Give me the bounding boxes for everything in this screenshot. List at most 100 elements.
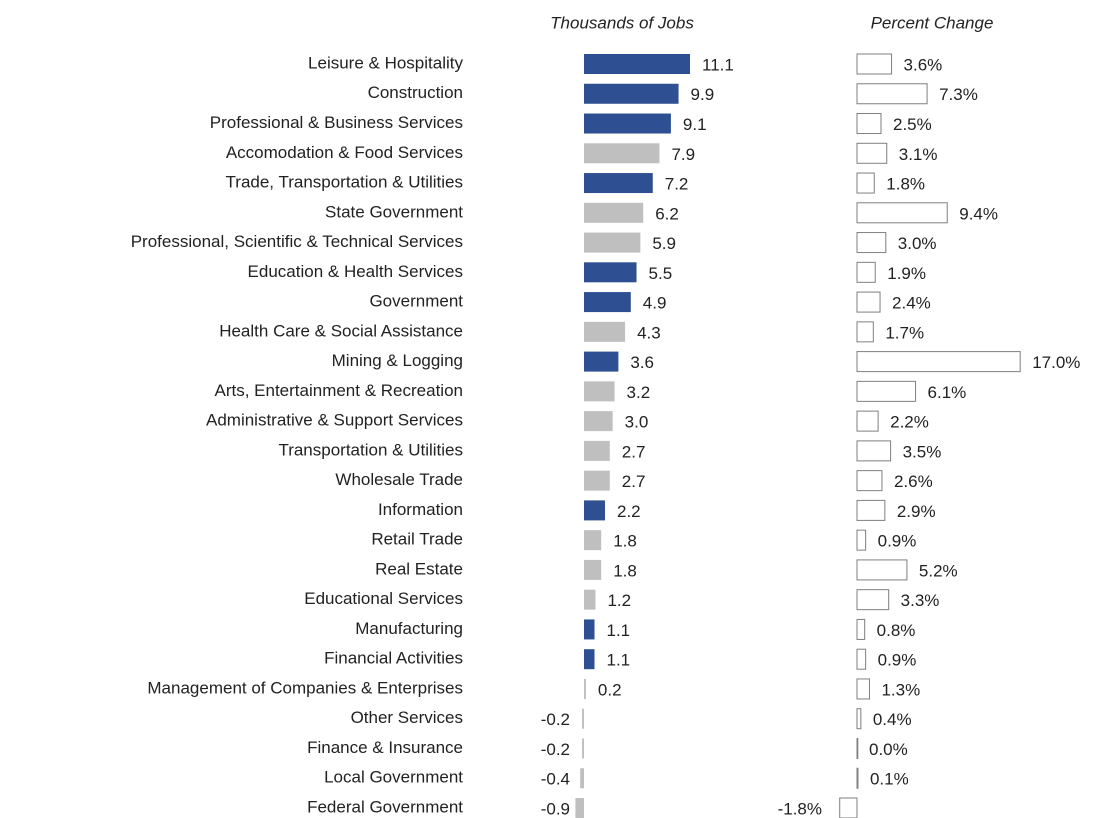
bar (839, 797, 858, 818)
value-label: 1.7% (885, 323, 924, 342)
value-label: -0.4 (541, 770, 570, 789)
bar (584, 559, 602, 580)
value-label: 1.1 (607, 651, 631, 670)
bar (584, 411, 613, 432)
category-label: Professional, Scientific & Technical Ser… (131, 232, 463, 251)
bar (584, 381, 615, 402)
bar (856, 737, 859, 759)
value-label: 7.9 (671, 145, 695, 164)
bar (584, 530, 602, 551)
bar (584, 113, 671, 134)
value-label: 7.3% (939, 85, 978, 104)
category-label: Other Services (351, 708, 463, 727)
bar (584, 232, 641, 253)
value-label: 4.3 (637, 323, 661, 342)
value-label: 0.1% (870, 770, 909, 789)
bar (856, 291, 881, 313)
category-label: Government (369, 292, 463, 311)
value-label: 3.6 (630, 353, 654, 372)
bar (856, 410, 879, 432)
value-label: 0.2 (598, 680, 622, 699)
value-label: 2.4% (892, 294, 931, 313)
value-label: 0.9% (878, 532, 917, 551)
value-label: 5.5 (649, 264, 673, 283)
value-label: 2.7 (622, 472, 646, 491)
category-label: Retail Trade (371, 530, 463, 549)
value-label: 5.9 (652, 234, 676, 253)
category-label: Financial Activities (324, 649, 463, 668)
category-label: Accomodation & Food Services (226, 143, 463, 162)
value-label: -0.2 (541, 710, 570, 729)
bar (856, 767, 859, 789)
bar (584, 143, 660, 164)
category-label: State Government (325, 202, 463, 221)
bar (856, 261, 876, 283)
value-label: 1.1 (607, 621, 631, 640)
value-label: 9.1 (683, 115, 707, 134)
value-label: -0.2 (541, 740, 570, 759)
bar (856, 142, 888, 164)
value-label: 11.1 (702, 55, 734, 74)
bar (584, 649, 595, 670)
value-label: 17.0% (1032, 353, 1080, 372)
chart-title: Thousands of Jobs (550, 13, 694, 32)
value-label: 3.6% (904, 55, 943, 74)
bar (856, 648, 867, 670)
value-label: 2.6% (894, 472, 933, 491)
category-label: Trade, Transportation & Utilities (226, 173, 463, 192)
category-label: Leisure & Hospitality (308, 53, 463, 72)
bar (856, 172, 875, 194)
value-label: -0.9 (541, 799, 570, 818)
value-label: 0.0% (869, 740, 908, 759)
value-label: 2.2 (617, 502, 641, 521)
category-label: Education & Health Services (248, 262, 463, 281)
value-label: 3.2 (627, 383, 651, 402)
value-label: 3.3% (901, 591, 940, 610)
value-label: 1.8% (886, 175, 925, 194)
bar (856, 440, 892, 462)
value-label: 0.4% (873, 710, 912, 729)
category-label: Local Government (324, 768, 463, 787)
value-label: 3.0% (898, 234, 937, 253)
value-label: 1.2 (607, 591, 631, 610)
bar (856, 678, 870, 700)
value-label: 5.2% (919, 561, 958, 580)
value-label: 9.9 (691, 85, 715, 104)
bar (584, 321, 626, 342)
bar (856, 618, 866, 640)
category-label: Arts, Entertainment & Recreation (214, 381, 463, 400)
bar (582, 738, 584, 759)
bar (856, 380, 917, 402)
value-label: 3.5% (903, 442, 942, 461)
value-label: 3.1% (899, 145, 938, 164)
bar (856, 708, 862, 730)
value-label: 1.8 (613, 561, 637, 580)
bar (584, 83, 679, 104)
category-label: Information (378, 500, 463, 519)
category-label: Wholesale Trade (335, 470, 463, 489)
bar (856, 529, 867, 551)
bar (584, 500, 606, 521)
value-label: 0.8% (877, 621, 916, 640)
bar (584, 589, 596, 610)
bar (856, 351, 1021, 373)
value-label: 6.2 (655, 204, 679, 223)
category-label: Transportation & Utilities (278, 440, 463, 459)
bar (856, 321, 874, 343)
value-label: 2.9% (897, 502, 936, 521)
bar (584, 54, 691, 74)
category-label: Management of Companies & Enterprises (147, 678, 463, 697)
bar (584, 202, 644, 223)
category-label: Real Estate (375, 559, 463, 578)
bar (584, 173, 653, 194)
bar (584, 470, 610, 491)
value-label: 1.3% (881, 680, 920, 699)
value-label: -1.8% (778, 799, 822, 818)
value-label: 7.2 (665, 175, 689, 194)
bar (856, 113, 882, 135)
bar (575, 798, 584, 818)
bar (856, 499, 886, 521)
bar (582, 708, 584, 729)
category-label: Administrative & Support Services (206, 411, 463, 430)
